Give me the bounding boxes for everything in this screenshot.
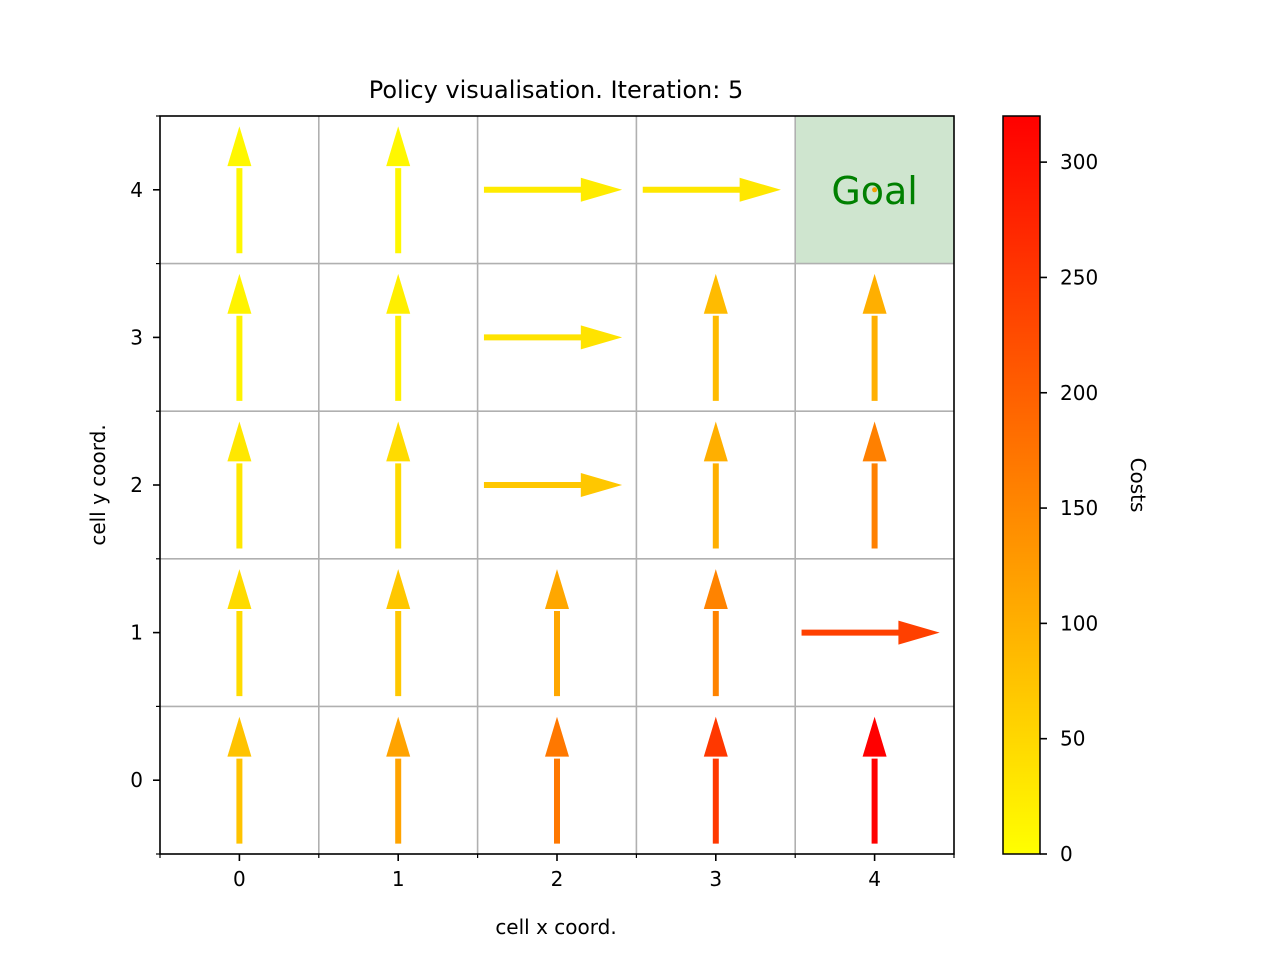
policy-arrow-up: [862, 421, 887, 549]
arrow-head: [703, 273, 728, 314]
policy-arrow-up: [545, 716, 569, 844]
arrow-head: [386, 126, 411, 167]
y-axis-label: cell y coord.: [86, 424, 110, 545]
colorbar: Costs 0 50 100 150 200 250 300: [1002, 115, 1150, 866]
goal-marker: [872, 187, 878, 193]
y-tick-label: 4: [130, 178, 143, 202]
arrow-head: [862, 273, 887, 314]
policy-arrow-up: [227, 273, 252, 401]
arrow-head: [703, 569, 728, 609]
arrow-head: [580, 325, 623, 350]
x-tick-label: 0: [233, 867, 246, 891]
policy-arrow-up: [703, 421, 728, 549]
policy-arrow-right: [483, 473, 623, 497]
arrow-head: [386, 716, 411, 757]
arrow-head: [739, 177, 781, 202]
x-tick-label: 2: [551, 867, 564, 891]
policy-arrow-up: [386, 273, 411, 401]
arrow-head: [227, 421, 252, 462]
arrow-head: [862, 716, 887, 757]
x-tick-label: 1: [392, 867, 405, 891]
arrow-head: [227, 273, 252, 314]
policy-arrow-up: [227, 126, 252, 254]
colorbar-tick-label: 200: [1060, 381, 1098, 405]
colorbar-label: Costs: [1126, 458, 1150, 513]
arrow-head: [703, 716, 728, 757]
policy-arrow-right: [642, 177, 781, 202]
arrow-head: [545, 569, 569, 609]
policy-arrow-up: [862, 716, 887, 844]
arrow-head: [545, 716, 569, 757]
arrow-head: [703, 421, 728, 462]
colorbar-tick-label: 0: [1060, 842, 1073, 866]
policy-arrow-right: [801, 620, 940, 645]
policy-arrow-right: [483, 325, 623, 350]
y-tick-label: 0: [130, 768, 143, 792]
y-tick-label: 2: [130, 473, 143, 497]
policy-arrow-up: [227, 569, 252, 697]
y-tick-label: 3: [130, 325, 143, 349]
policy-arrow-up: [545, 569, 569, 697]
arrow-head: [580, 473, 623, 497]
chart-title: Policy visualisation. Iteration: 5: [369, 76, 744, 104]
policy-arrow-up: [703, 569, 728, 697]
arrow-head: [227, 716, 252, 757]
x-axis-label: cell x coord.: [495, 915, 616, 939]
arrow-head: [227, 126, 252, 167]
policy-arrow-up: [386, 716, 411, 844]
colorbar-tick-label: 100: [1060, 611, 1098, 635]
policy-arrow-up: [862, 273, 887, 401]
policy-arrow-up: [386, 421, 411, 549]
arrow-head: [386, 273, 411, 314]
policy-arrow-up: [703, 273, 728, 401]
policy-arrow-up: [227, 716, 252, 844]
arrow-head: [580, 177, 623, 202]
colorbar-tick-label: 50: [1060, 727, 1085, 751]
arrow-head: [386, 569, 411, 609]
colorbar-tick-label: 250: [1060, 265, 1098, 289]
arrow-head: [227, 569, 252, 609]
policy-arrow-up: [386, 569, 411, 697]
arrow-head: [386, 421, 411, 462]
colorbar-tick-label: 150: [1060, 496, 1098, 520]
x-tick-label: 3: [709, 867, 722, 891]
policy-arrow-right: [483, 177, 623, 202]
arrow-head: [898, 620, 940, 645]
policy-arrow-up: [386, 126, 411, 254]
policy-arrow-up: [227, 421, 252, 549]
x-tick-label: 4: [868, 867, 881, 891]
arrow-head: [862, 421, 887, 462]
colorbar-tick-label: 300: [1060, 150, 1098, 174]
colorbar-gradient: [1002, 115, 1041, 855]
policy-arrow-up: [703, 716, 728, 844]
y-tick-label: 1: [130, 621, 143, 645]
